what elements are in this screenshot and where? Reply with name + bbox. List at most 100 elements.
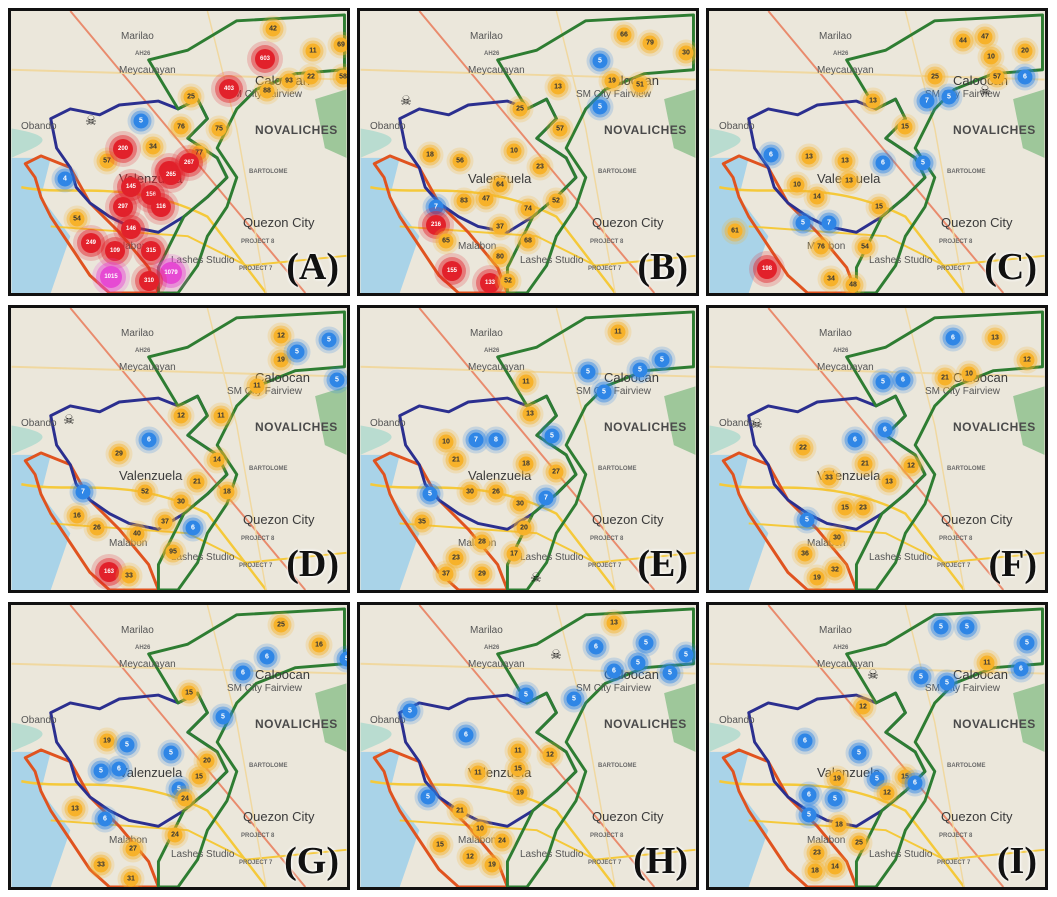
crime-cluster-marker[interactable]: 10 xyxy=(961,366,977,382)
crime-cluster-marker[interactable]: 54 xyxy=(69,211,85,227)
crime-cluster-marker[interactable]: 19 xyxy=(604,73,620,89)
crime-cluster-marker[interactable]: 5 xyxy=(632,362,648,378)
crime-cluster-marker[interactable]: 5 xyxy=(133,113,149,129)
crime-cluster-marker[interactable]: 5 xyxy=(592,53,608,69)
crime-cluster-marker[interactable]: 315 xyxy=(141,241,161,261)
crime-cluster-marker[interactable]: 13 xyxy=(801,149,817,165)
crime-cluster-marker[interactable]: 12 xyxy=(855,699,871,715)
crime-cluster-marker[interactable]: 19 xyxy=(829,771,845,787)
crime-cluster-marker[interactable]: 13 xyxy=(865,93,881,109)
crime-cluster-marker[interactable]: 15 xyxy=(871,199,887,215)
crime-cluster-marker[interactable]: 25 xyxy=(273,617,289,633)
crime-cluster-marker[interactable]: 44 xyxy=(955,33,971,49)
crime-cluster-marker[interactable]: 5 xyxy=(941,89,957,105)
crime-cluster-marker[interactable]: 30 xyxy=(678,45,694,61)
crime-cluster-marker[interactable]: 200 xyxy=(113,139,133,159)
crime-cluster-marker[interactable]: 18 xyxy=(831,817,847,833)
crime-cluster-marker[interactable]: 14 xyxy=(827,859,843,875)
crime-cluster-marker[interactable]: 6 xyxy=(895,372,911,388)
crime-cluster-marker[interactable]: 5 xyxy=(580,364,596,380)
crime-cluster-marker[interactable]: 20 xyxy=(516,520,532,536)
crime-cluster-marker[interactable]: 5 xyxy=(795,215,811,231)
crime-cluster-marker[interactable]: 48 xyxy=(845,277,861,293)
crime-cluster-marker[interactable]: 12 xyxy=(273,328,289,344)
crime-cluster-marker[interactable]: 5 xyxy=(544,428,560,444)
crime-cluster-marker[interactable]: 5 xyxy=(163,745,179,761)
crime-cluster-marker[interactable]: 11 xyxy=(305,43,321,59)
crime-cluster-marker[interactable]: 30 xyxy=(173,494,189,510)
crime-cluster-marker[interactable]: 5 xyxy=(422,486,438,502)
crime-cluster-marker[interactable]: 15 xyxy=(837,500,853,516)
crime-cluster-marker[interactable]: 19 xyxy=(484,857,500,873)
crime-cluster-marker[interactable]: 10 xyxy=(789,177,805,193)
crime-cluster-marker[interactable]: 68 xyxy=(520,233,536,249)
crime-cluster-marker[interactable]: 88 xyxy=(259,83,275,99)
crime-cluster-marker[interactable]: 56 xyxy=(452,153,468,169)
crime-cluster-marker[interactable]: 27 xyxy=(548,464,564,480)
crime-cluster-marker[interactable]: 25 xyxy=(851,835,867,851)
crime-cluster-marker[interactable]: 6 xyxy=(875,155,891,171)
crime-cluster-marker[interactable]: 52 xyxy=(500,273,516,289)
crime-cluster-marker[interactable]: 76 xyxy=(813,239,829,255)
crime-cluster-marker[interactable]: 24 xyxy=(494,833,510,849)
crime-cluster-marker[interactable]: 37 xyxy=(157,514,173,530)
crime-cluster-marker[interactable]: 7 xyxy=(821,215,837,231)
crime-cluster-marker[interactable]: 6 xyxy=(797,733,813,749)
crime-cluster-marker[interactable]: 12 xyxy=(1019,352,1035,368)
crime-cluster-marker[interactable]: 198 xyxy=(757,259,777,279)
crime-cluster-marker[interactable]: 61 xyxy=(727,223,743,239)
crime-cluster-marker[interactable]: 25 xyxy=(927,69,943,85)
crime-cluster-marker[interactable]: 21 xyxy=(937,370,953,386)
crime-cluster-marker[interactable]: 265 xyxy=(161,165,181,185)
crime-cluster-marker[interactable]: 6 xyxy=(847,432,863,448)
crime-cluster-marker[interactable]: 5 xyxy=(93,763,109,779)
crime-cluster-marker[interactable]: 16 xyxy=(69,508,85,524)
crime-cluster-marker[interactable]: 34 xyxy=(823,271,839,287)
crime-cluster-marker[interactable]: 42 xyxy=(265,21,281,37)
crime-cluster-marker[interactable]: 12 xyxy=(173,408,189,424)
crime-cluster-marker[interactable]: 26 xyxy=(89,520,105,536)
crime-cluster-marker[interactable]: 13 xyxy=(841,173,857,189)
crime-cluster-marker[interactable]: 5 xyxy=(939,675,955,691)
crime-cluster-marker[interactable]: 83 xyxy=(456,193,472,209)
crime-cluster-marker[interactable]: 93 xyxy=(281,73,297,89)
crime-cluster-marker[interactable]: 6 xyxy=(458,727,474,743)
crime-cluster-marker[interactable]: 5 xyxy=(678,647,694,663)
crime-cluster-marker[interactable]: 10 xyxy=(983,49,999,65)
crime-cluster-marker[interactable]: 25 xyxy=(183,89,199,105)
crime-cluster-marker[interactable]: 5 xyxy=(851,745,867,761)
crime-cluster-marker[interactable]: 10 xyxy=(506,143,522,159)
crime-cluster-marker[interactable]: 4 xyxy=(57,171,73,187)
crime-cluster-marker[interactable]: 7 xyxy=(428,199,444,215)
crime-cluster-marker[interactable]: 5 xyxy=(289,344,305,360)
crime-cluster-marker[interactable]: 249 xyxy=(81,233,101,253)
crime-cluster-marker[interactable]: 27 xyxy=(125,841,141,857)
crime-cluster-marker[interactable]: 13 xyxy=(67,801,83,817)
crime-cluster-marker[interactable]: 37 xyxy=(438,566,454,582)
crime-cluster-marker[interactable]: 6 xyxy=(185,520,201,536)
crime-cluster-marker[interactable]: 8 xyxy=(488,432,504,448)
crime-cluster-marker[interactable]: 74 xyxy=(520,201,536,217)
crime-cluster-marker[interactable]: 15 xyxy=(432,837,448,853)
crime-cluster-marker[interactable]: 79 xyxy=(642,35,658,51)
crime-cluster-marker[interactable]: 7 xyxy=(75,484,91,500)
crime-cluster-marker[interactable]: 6 xyxy=(1013,661,1029,677)
crime-cluster-marker[interactable]: 6 xyxy=(763,147,779,163)
crime-cluster-marker[interactable]: 5 xyxy=(518,687,534,703)
crime-cluster-marker[interactable]: 36 xyxy=(797,546,813,562)
crime-cluster-marker[interactable]: 58 xyxy=(335,69,347,85)
crime-cluster-marker[interactable]: 5 xyxy=(566,691,582,707)
crime-cluster-marker[interactable]: 116 xyxy=(151,197,171,217)
crime-cluster-marker[interactable]: 5 xyxy=(592,99,608,115)
crime-cluster-marker[interactable]: 155 xyxy=(442,261,462,281)
crime-cluster-marker[interactable]: 19 xyxy=(512,785,528,801)
crime-cluster-marker[interactable]: 57 xyxy=(99,153,115,169)
crime-cluster-marker[interactable]: 21 xyxy=(448,452,464,468)
crime-cluster-marker[interactable]: 12 xyxy=(462,849,478,865)
crime-cluster-marker[interactable]: 5 xyxy=(827,791,843,807)
crime-cluster-marker[interactable]: 35 xyxy=(414,514,430,530)
crime-cluster-marker[interactable]: 14 xyxy=(809,189,825,205)
crime-cluster-marker[interactable]: 5 xyxy=(913,669,929,685)
crime-cluster-marker[interactable]: 6 xyxy=(907,775,923,791)
crime-cluster-marker[interactable]: 5 xyxy=(630,655,646,671)
